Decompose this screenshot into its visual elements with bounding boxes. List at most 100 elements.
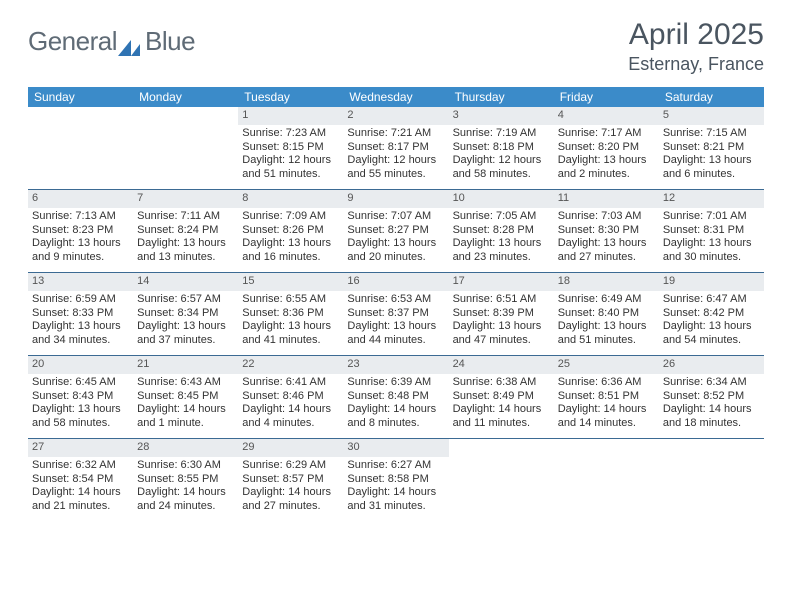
calendar-day: 23 Sunrise: 6:39 AMSunset: 8:48 PMDayligh… [343,356,448,438]
day-header: Sunday [28,87,133,107]
sunset-line: Sunset: 8:20 PM [558,141,655,155]
calendar-body: 1Sunrise: 7:23 AMSunset: 8:15 PMDaylight… [28,107,764,521]
calendar-day: 19Sunrise: 6:47 AMSunset: 8:42 PMDayligh… [659,273,764,355]
calendar-day: 30Sunrise: 6:27 AMSunset: 8:58 PMDayligh… [343,439,448,521]
calendar-day: 11Sunrise: 7:03 AMSunset: 8:30 PMDayligh… [554,190,659,272]
calendar-week: 27Sunrise: 6:32 AMSunset: 8:54 PMDayligh… [28,439,764,521]
daylight-line: Daylight: 14 hours and 27 minutes. [242,486,339,514]
calendar-day: 1Sunrise: 7:23 AMSunset: 8:15 PMDaylight… [238,107,343,189]
sunrise-line: Sunrise: 6:34 AM [663,376,760,390]
day-number: 10 [449,190,554,208]
sunset-line: Sunset: 8:45 PM [137,390,234,404]
day-number: 6 [28,190,133,208]
sunrise-line: Sunrise: 6:45 AM [32,376,129,390]
sunset-line: Sunset: 8:17 PM [347,141,444,155]
calendar-day [28,107,133,189]
calendar-day: 3Sunrise: 7:19 AMSunset: 8:18 PMDaylight… [449,107,554,189]
calendar-day: 29Sunrise: 6:29 AMSunset: 8:57 PMDayligh… [238,439,343,521]
day-header: Friday [554,87,659,107]
day-number: 29 [238,439,343,457]
calendar-day: 22Sunrise: 6:41 AMSunset: 8:46 PMDayligh… [238,356,343,438]
daylight-line: Daylight: 13 hours and 20 minutes. [347,237,444,265]
calendar-day: 4Sunrise: 7:17 AMSunset: 8:20 PMDaylight… [554,107,659,189]
sunset-line: Sunset: 8:46 PM [242,390,339,404]
daylight-line: Daylight: 13 hours and 51 minutes. [558,320,655,348]
sunrise-line: Sunrise: 6:29 AM [242,459,339,473]
sunset-line: Sunset: 8:36 PM [242,307,339,321]
calendar-day: 10Sunrise: 7:05 AMSunset: 8:28 PMDayligh… [449,190,554,272]
calendar-day: 16Sunrise: 6:53 AMSunset: 8:37 PMDayligh… [343,273,448,355]
sunset-line: Sunset: 8:43 PM [32,390,129,404]
day-number: 11 [554,190,659,208]
sunset-line: Sunset: 8:40 PM [558,307,655,321]
day-number: 22 [238,356,343,374]
daylight-line: Daylight: 13 hours and 27 minutes. [558,237,655,265]
calendar-day [449,439,554,521]
calendar-day: 13Sunrise: 6:59 AMSunset: 8:33 PMDayligh… [28,273,133,355]
daylight-line: Daylight: 12 hours and 55 minutes. [347,154,444,182]
sunrise-line: Sunrise: 6:55 AM [242,293,339,307]
sunset-line: Sunset: 8:48 PM [347,390,444,404]
logo-word2: Blue [145,26,195,57]
calendar-day: 27Sunrise: 6:32 AMSunset: 8:54 PMDayligh… [28,439,133,521]
calendar-week: 6Sunrise: 7:13 AMSunset: 8:23 PMDaylight… [28,190,764,273]
sunset-line: Sunset: 8:23 PM [32,224,129,238]
day-number: 16 [343,273,448,291]
calendar-day: 14Sunrise: 6:57 AMSunset: 8:34 PMDayligh… [133,273,238,355]
sunrise-line: Sunrise: 7:15 AM [663,127,760,141]
sunrise-line: Sunrise: 7:07 AM [347,210,444,224]
calendar: SundayMondayTuesdayWednesdayThursdayFrid… [28,87,764,521]
day-header: Tuesday [238,87,343,107]
calendar-day: 26Sunrise: 6:34 AMSunset: 8:52 PMDayligh… [659,356,764,438]
day-number: 15 [238,273,343,291]
calendar-day: 21Sunrise: 6:43 AMSunset: 8:45 PMDayligh… [133,356,238,438]
day-number: 25 [554,356,659,374]
sunrise-line: Sunrise: 7:11 AM [137,210,234,224]
daylight-line: Daylight: 12 hours and 58 minutes. [453,154,550,182]
sunset-line: Sunset: 8:15 PM [242,141,339,155]
sunset-line: Sunset: 8:54 PM [32,473,129,487]
daylight-line: Daylight: 14 hours and 11 minutes. [453,403,550,431]
sunrise-line: Sunrise: 7:01 AM [663,210,760,224]
calendar-day: 7 Sunrise: 7:11 AMSunset: 8:24 PMDaylight… [133,190,238,272]
day-number: 5 [659,107,764,125]
daylight-line: Daylight: 14 hours and 24 minutes. [137,486,234,514]
sunrise-line: Sunrise: 6:53 AM [347,293,444,307]
sunrise-line: Sunrise: 6:57 AM [137,293,234,307]
sunset-line: Sunset: 8:37 PM [347,307,444,321]
calendar-day: 18Sunrise: 6:49 AMSunset: 8:40 PMDayligh… [554,273,659,355]
daylight-line: Daylight: 13 hours and 23 minutes. [453,237,550,265]
daylight-line: Daylight: 14 hours and 14 minutes. [558,403,655,431]
daylight-line: Daylight: 13 hours and 13 minutes. [137,237,234,265]
day-header: Thursday [449,87,554,107]
day-number: 18 [554,273,659,291]
daylight-line: Daylight: 14 hours and 21 minutes. [32,486,129,514]
sunrise-line: Sunrise: 7:21 AM [347,127,444,141]
daylight-line: Daylight: 13 hours and 58 minutes. [32,403,129,431]
sunrise-line: Sunrise: 6:39 AM [347,376,444,390]
location: Esternay, France [628,54,764,75]
day-number: 3 [449,107,554,125]
calendar-day: 2Sunrise: 7:21 AMSunset: 8:17 PMDaylight… [343,107,448,189]
calendar-day [554,439,659,521]
daylight-line: Daylight: 13 hours and 54 minutes. [663,320,760,348]
sunset-line: Sunset: 8:39 PM [453,307,550,321]
calendar-day: 25Sunrise: 6:36 AMSunset: 8:51 PMDayligh… [554,356,659,438]
day-number: 7 [133,190,238,208]
daylight-line: Daylight: 14 hours and 1 minute. [137,403,234,431]
calendar-day: 9Sunrise: 7:07 AMSunset: 8:27 PMDaylight… [343,190,448,272]
day-header: Saturday [659,87,764,107]
day-number: 12 [659,190,764,208]
calendar-day [659,439,764,521]
daylight-line: Daylight: 13 hours and 37 minutes. [137,320,234,348]
sunset-line: Sunset: 8:24 PM [137,224,234,238]
sunrise-line: Sunrise: 7:05 AM [453,210,550,224]
daylight-line: Daylight: 14 hours and 8 minutes. [347,403,444,431]
daylight-line: Daylight: 13 hours and 16 minutes. [242,237,339,265]
sunset-line: Sunset: 8:58 PM [347,473,444,487]
day-number: 23 [343,356,448,374]
day-header: Wednesday [343,87,448,107]
daylight-line: Daylight: 13 hours and 6 minutes. [663,154,760,182]
day-header: Monday [133,87,238,107]
month-title: April 2025 [628,18,764,52]
